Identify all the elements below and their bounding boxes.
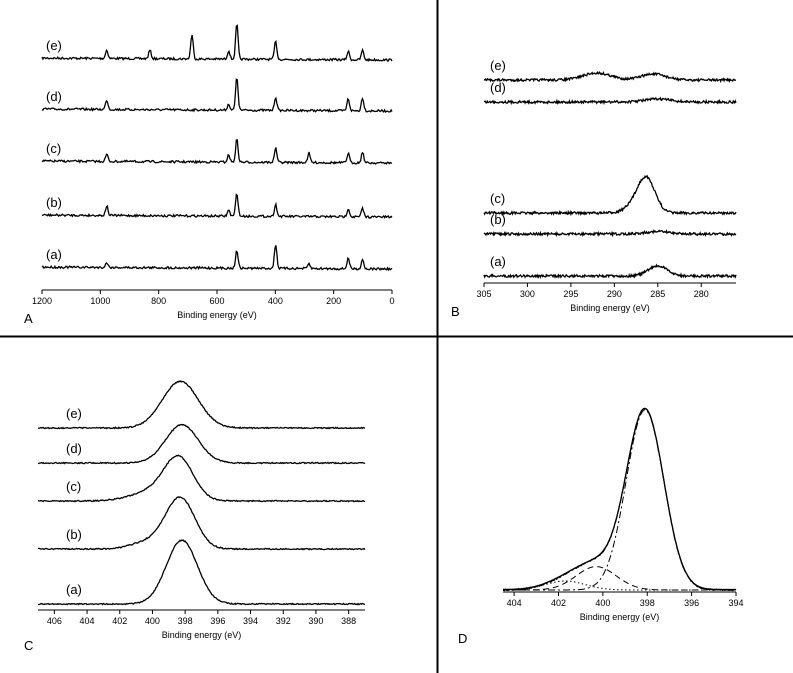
x-tick-label: 390 <box>308 616 323 626</box>
series-line-d <box>37 423 366 465</box>
series-label: (e) <box>490 58 506 73</box>
series-label: (d) <box>46 89 62 104</box>
x-tick-label: 285 <box>650 289 665 299</box>
series-line-d <box>483 96 737 106</box>
x-axis-title: Binding energy (eV) <box>580 612 660 622</box>
series-label: (a) <box>46 247 62 262</box>
x-tick-label: 392 <box>276 616 291 626</box>
x-tick-label: 394 <box>243 616 258 626</box>
series-label: (d) <box>490 80 506 95</box>
series-label: (b) <box>66 527 82 542</box>
fit-envelope <box>503 407 736 591</box>
series-line-e <box>37 380 366 430</box>
x-tick-label: 400 <box>268 296 283 306</box>
series-label: (b) <box>46 195 62 210</box>
x-tick-label: 406 <box>47 616 62 626</box>
x-tick-label: 398 <box>640 598 655 608</box>
x-tick-label: 1200 <box>32 296 52 306</box>
series-label: (a) <box>490 254 506 269</box>
panel-letter: C <box>24 638 33 653</box>
x-tick-label: 280 <box>694 289 709 299</box>
x-tick-label: 396 <box>210 616 225 626</box>
series-line-a <box>41 245 393 272</box>
x-tick-label: 402 <box>551 598 566 608</box>
series-line-a <box>37 539 366 606</box>
series-label: (c) <box>490 191 505 206</box>
series-line-c <box>483 174 737 217</box>
x-tick-label: 290 <box>607 289 622 299</box>
panel-c: 406 404 402 400 398 396 394 392 390 388 Binding en… <box>24 380 366 653</box>
series-label: (d) <box>66 441 82 456</box>
x-tick-label: 0 <box>389 296 394 306</box>
x-tick-label: 394 <box>728 598 743 608</box>
series-line-b <box>483 229 737 238</box>
x-axis-title: Binding energy (eV) <box>162 630 242 640</box>
x-tick-label: 398 <box>178 616 193 626</box>
fit-component-dashdot <box>503 409 736 591</box>
x-tick-label: 404 <box>80 616 95 626</box>
x-tick-label: 305 <box>476 289 491 299</box>
series-line-b <box>41 193 393 219</box>
series-line-e <box>41 24 393 63</box>
series-label: (c) <box>46 141 61 156</box>
x-tick-label: 300 <box>520 289 535 299</box>
x-tick-label: 388 <box>341 616 356 626</box>
x-tick-label: 1000 <box>90 296 110 306</box>
series-label: (b) <box>490 212 506 227</box>
fit-component-dotted <box>503 580 736 591</box>
series-label: (a) <box>66 582 82 597</box>
series-label: (c) <box>66 479 81 494</box>
x-tick-label: 396 <box>684 598 699 608</box>
panel-letter: A <box>24 311 33 326</box>
series-label: (e) <box>46 38 62 53</box>
series-label: (e) <box>66 406 82 421</box>
x-tick-label: 800 <box>151 296 166 306</box>
x-tick-label: 400 <box>595 598 610 608</box>
x-tick-label: 402 <box>112 616 127 626</box>
series-line-c <box>37 454 366 503</box>
x-tick-label: 295 <box>563 289 578 299</box>
x-tick-label: 600 <box>209 296 224 306</box>
panel-b: 305 300 295 290 285 280 Binding energy (eV) B (e… <box>451 58 737 319</box>
x-tick-label: 400 <box>145 616 160 626</box>
series-line-a <box>483 263 737 280</box>
series-line-e <box>483 70 736 84</box>
x-tick-label: 404 <box>507 598 522 608</box>
experimental-spectrum <box>502 407 737 592</box>
x-tick-label: 200 <box>326 296 341 306</box>
panel-d: 404 402 400 398 396 394 Binding energy (eV) D <box>458 407 744 646</box>
series-line-d <box>41 78 393 114</box>
panel-letter: D <box>458 631 467 646</box>
series-line-c <box>41 139 393 165</box>
panel-letter: B <box>451 304 460 319</box>
x-axis-title: Binding energy (eV) <box>177 310 257 320</box>
series-line-b <box>38 496 366 551</box>
panel-a: 1200 1000 800 600 400 200 0 Binding energy (eV)… <box>24 24 395 326</box>
x-axis-title: Binding energy (eV) <box>570 303 650 313</box>
